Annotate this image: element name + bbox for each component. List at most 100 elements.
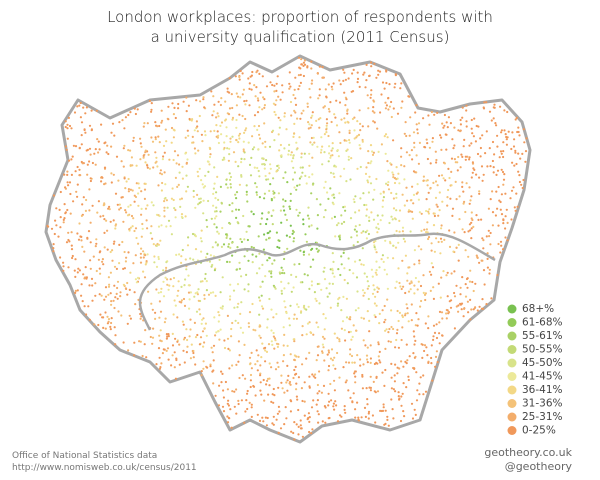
dot <box>109 328 112 331</box>
dot <box>355 276 359 279</box>
dot <box>373 288 376 291</box>
dot <box>217 100 220 103</box>
dot <box>110 131 113 134</box>
dot <box>134 112 137 116</box>
dot <box>220 133 223 136</box>
dot <box>440 224 443 227</box>
dot <box>520 183 523 186</box>
dot <box>154 121 157 124</box>
dot <box>353 137 356 140</box>
dot <box>102 214 105 217</box>
dot <box>66 173 69 176</box>
dot <box>350 90 353 93</box>
dot <box>245 193 248 196</box>
dot <box>453 231 456 234</box>
dot <box>318 126 321 129</box>
dot <box>141 354 144 358</box>
dot <box>93 152 96 155</box>
dot <box>353 129 356 132</box>
dot <box>298 211 301 214</box>
dot <box>396 309 399 313</box>
dot <box>392 176 395 179</box>
dot <box>376 290 379 293</box>
dot <box>486 165 489 168</box>
dot <box>275 82 278 85</box>
dot <box>321 343 324 346</box>
dot <box>471 132 474 135</box>
dot <box>194 363 197 366</box>
dot <box>490 119 493 122</box>
dot <box>209 363 212 366</box>
dot <box>503 129 506 132</box>
dot <box>298 177 301 180</box>
dot <box>330 120 333 124</box>
dot <box>279 209 282 212</box>
dot <box>228 203 231 207</box>
dot <box>210 90 213 93</box>
dot <box>327 351 331 354</box>
dot <box>64 212 67 215</box>
dot <box>250 210 253 213</box>
dot <box>342 68 345 71</box>
dot <box>240 157 243 160</box>
dot <box>102 326 105 329</box>
dot <box>112 242 115 245</box>
dot <box>289 199 292 202</box>
dot <box>190 343 193 346</box>
dot <box>446 196 449 199</box>
dot <box>470 118 473 122</box>
dot <box>467 230 470 233</box>
dot <box>316 214 319 217</box>
dot <box>343 408 346 411</box>
dot <box>211 370 214 373</box>
dot <box>345 139 348 142</box>
dot <box>418 382 421 385</box>
dot <box>302 64 305 67</box>
dot <box>340 309 343 312</box>
dot <box>122 267 125 270</box>
dot <box>263 106 266 109</box>
dot <box>247 259 250 262</box>
dot <box>215 124 218 127</box>
dot <box>316 410 319 413</box>
dot <box>289 353 292 356</box>
legend-swatch <box>507 318 517 327</box>
dot <box>518 134 521 137</box>
dot <box>283 115 286 118</box>
dot <box>380 258 383 261</box>
dot <box>323 186 326 189</box>
dot <box>172 276 176 280</box>
dot <box>349 353 352 356</box>
dot <box>192 195 195 198</box>
dot <box>245 127 248 130</box>
dot <box>270 400 273 403</box>
dot <box>73 111 77 114</box>
dot <box>401 230 404 233</box>
dot <box>464 210 467 214</box>
dot <box>354 225 357 228</box>
dot <box>412 193 416 196</box>
dot <box>268 236 271 239</box>
dot <box>340 255 343 258</box>
dot <box>241 72 244 75</box>
dot <box>344 411 347 414</box>
dot <box>317 118 320 121</box>
dot <box>196 125 199 128</box>
dot <box>235 216 238 219</box>
dot <box>139 340 142 343</box>
dot <box>108 208 111 211</box>
dot <box>177 102 180 106</box>
dot <box>435 336 439 340</box>
dot <box>384 422 387 425</box>
dot <box>443 124 446 127</box>
dot <box>415 371 418 374</box>
dot <box>124 287 127 290</box>
dot <box>150 201 153 204</box>
dot <box>126 293 129 296</box>
dot <box>397 391 400 394</box>
dot <box>359 197 362 200</box>
dot <box>160 287 163 290</box>
dot <box>297 214 300 217</box>
dot <box>295 208 298 211</box>
dot <box>345 180 348 183</box>
